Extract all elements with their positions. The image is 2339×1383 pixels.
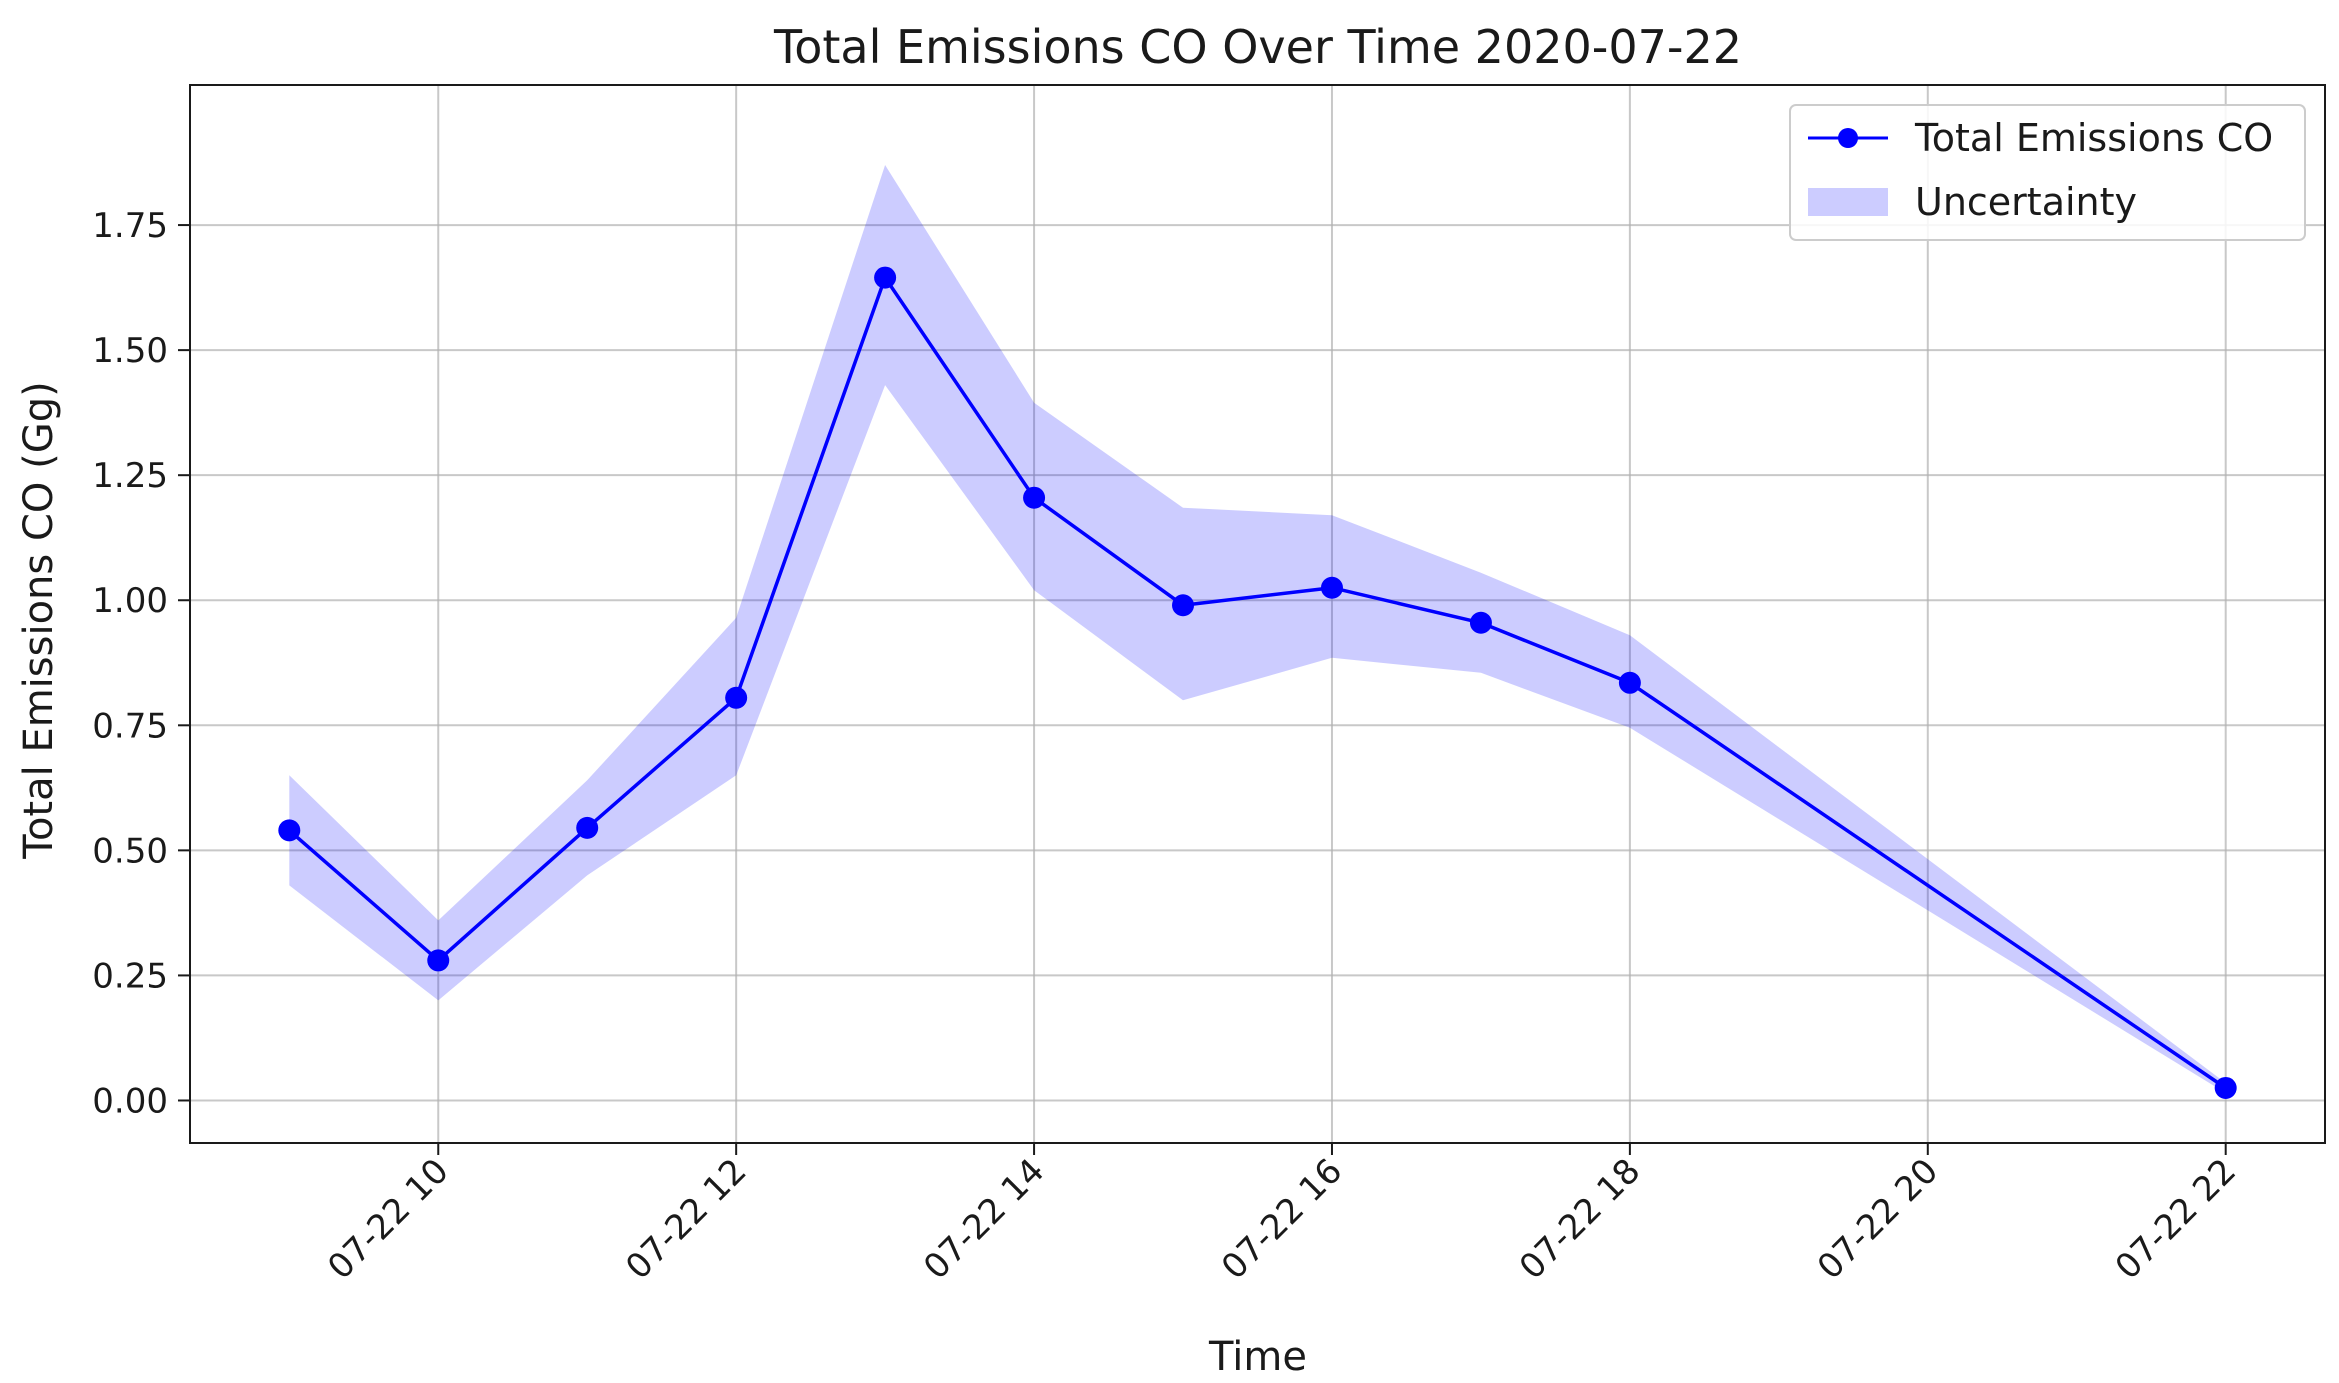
y-tick-label: 1.50 [92, 331, 168, 371]
y-axis-ticks: 0.00 0.25 0.50 0.75 1.00 1.25 1.50 1.75 [92, 206, 190, 1121]
data-point-marker [874, 266, 897, 289]
chart-title: Total Emissions CO Over Time 2020-07-22 [773, 20, 1742, 74]
y-axis-label: Total Emissions CO (Gg) [16, 381, 62, 859]
data-point-marker [427, 949, 450, 972]
legend-band-swatch [1808, 188, 1888, 216]
data-point-marker [576, 816, 599, 839]
legend-label-uncertainty: Uncertainty [1915, 180, 2137, 224]
data-point-marker [278, 819, 301, 842]
data-point-marker [1172, 594, 1195, 617]
uncertainty-band [289, 165, 2226, 1093]
data-point-marker [1320, 576, 1343, 599]
legend-label-series: Total Emissions CO [1914, 116, 2273, 160]
y-tick-label: 1.75 [92, 206, 168, 246]
data-point-marker [1469, 611, 1492, 634]
data-point-marker [2214, 1076, 2237, 1099]
data-point-marker [1023, 486, 1046, 509]
y-tick-label: 0.25 [92, 956, 168, 996]
y-tick-label: 0.75 [92, 706, 168, 746]
series-markers [278, 266, 2237, 1099]
y-tick-label: 1.00 [92, 581, 168, 621]
legend: Total Emissions CO Uncertainty [1789, 104, 2306, 241]
grid [190, 85, 2325, 1143]
y-tick-label: 0.50 [92, 831, 168, 871]
legend-box [1789, 104, 2306, 241]
uncertainty-band-area [289, 165, 2226, 1093]
data-point-marker [725, 686, 748, 709]
x-axis-label: Time [1208, 1334, 1307, 1378]
y-tick-label: 1.25 [92, 456, 168, 496]
plot-area-frame [189, 84, 2326, 1144]
y-tick-label: 0.00 [92, 1081, 168, 1121]
legend-marker-swatch [1838, 128, 1858, 148]
data-point-marker [1618, 671, 1641, 694]
